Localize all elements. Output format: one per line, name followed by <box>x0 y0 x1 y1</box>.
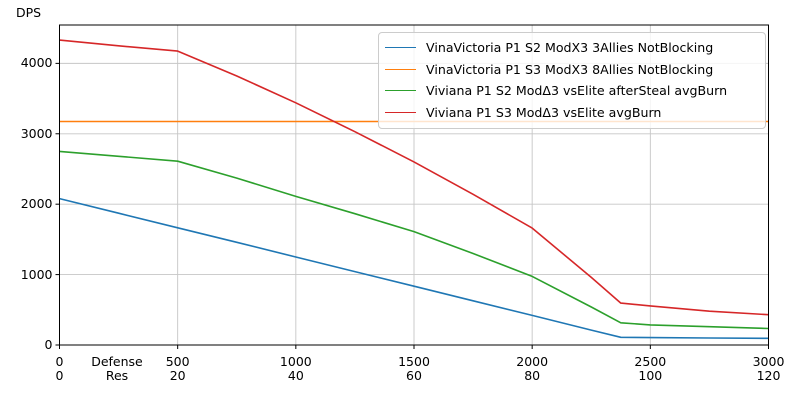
x-tick-label-res: 80 <box>524 368 541 383</box>
x-tick-label-defense: 1500 <box>398 354 430 369</box>
legend: VinaVictoria P1 S2 ModX3 3Allies NotBloc… <box>378 32 766 129</box>
x-tick-label-res: 100 <box>638 368 663 383</box>
y-axis-title: DPS <box>16 5 42 20</box>
x-tick-label-defense: 2000 <box>516 354 549 369</box>
x-axis-title-defense: Defense <box>91 354 143 369</box>
legend-label: Viviana P1 S3 ModΔ3 vsElite avgBurn <box>426 104 662 120</box>
x-tick-label-res: 60 <box>406 368 422 383</box>
x-tick-label-res: 120 <box>756 368 781 383</box>
series-line-2 <box>59 150 769 330</box>
series-line-0 <box>59 197 769 340</box>
y-tick-label: 0 <box>44 337 53 352</box>
legend-label: VinaVictoria P1 S2 ModX3 3Allies NotBloc… <box>426 40 714 56</box>
legend-line-sample <box>385 68 416 70</box>
x-tick-label-defense: 500 <box>165 354 190 369</box>
x-axis-title-res: Res <box>105 368 129 383</box>
x-tick-label-defense: 0 <box>55 354 64 369</box>
series-line-3 <box>59 39 769 316</box>
legend-item-0: VinaVictoria P1 S2 ModX3 3Allies NotBloc… <box>385 37 757 58</box>
legend-label: Viviana P1 S2 ModΔ3 vsElite afterSteal a… <box>426 83 728 99</box>
x-tick-label-res: 20 <box>169 368 186 383</box>
x-tick-label-defense: 1000 <box>279 354 312 369</box>
legend-item-1: VinaVictoria P1 S3 ModX3 8Allies NotBloc… <box>385 59 757 80</box>
legend-line-sample <box>385 90 416 92</box>
y-tick-label: 1000 <box>20 266 53 282</box>
y-tick-label: 3000 <box>20 125 53 141</box>
x-tick-label-res: 0 <box>55 368 64 383</box>
legend-label: VinaVictoria P1 S3 ModX3 8Allies NotBloc… <box>426 61 714 77</box>
x-tick-label-res: 40 <box>287 368 304 383</box>
y-tick-label: 2000 <box>20 196 53 212</box>
x-tick-label-defense: 3000 <box>752 354 785 369</box>
x-tick-label-defense: 2500 <box>634 354 667 369</box>
legend-item-2: Viviana P1 S2 ModΔ3 vsElite afterSteal a… <box>385 80 757 101</box>
legend-line-sample <box>385 111 416 113</box>
legend-item-3: Viviana P1 S3 ModΔ3 vsElite avgBurn <box>385 102 757 123</box>
legend-line-sample <box>385 47 416 49</box>
y-tick-label: 4000 <box>20 55 53 71</box>
